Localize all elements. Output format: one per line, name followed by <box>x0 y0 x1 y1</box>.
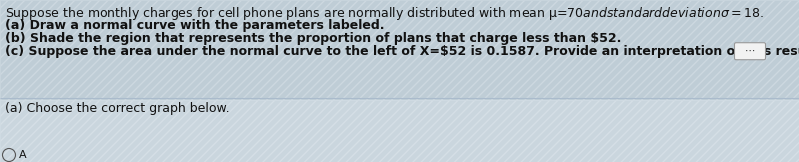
Text: (a) Draw a normal curve with the parameters labeled.: (a) Draw a normal curve with the paramet… <box>5 18 384 31</box>
Text: (c) Suppose the area under the normal curve to the left of X=$52 is 0.1587. Prov: (c) Suppose the area under the normal cu… <box>5 46 799 58</box>
Bar <box>0 100 799 162</box>
Text: ⋯: ⋯ <box>745 46 755 56</box>
Text: Suppose the monthly charges for cell phone plans are normally distributed with m: Suppose the monthly charges for cell pho… <box>5 5 764 22</box>
Text: (b) Shade the region that represents the proportion of plans that charge less th: (b) Shade the region that represents the… <box>5 32 622 45</box>
Text: A: A <box>19 150 26 160</box>
Text: (a) Choose the correct graph below.: (a) Choose the correct graph below. <box>5 102 229 116</box>
Bar <box>0 0 799 100</box>
FancyBboxPatch shape <box>734 43 765 60</box>
